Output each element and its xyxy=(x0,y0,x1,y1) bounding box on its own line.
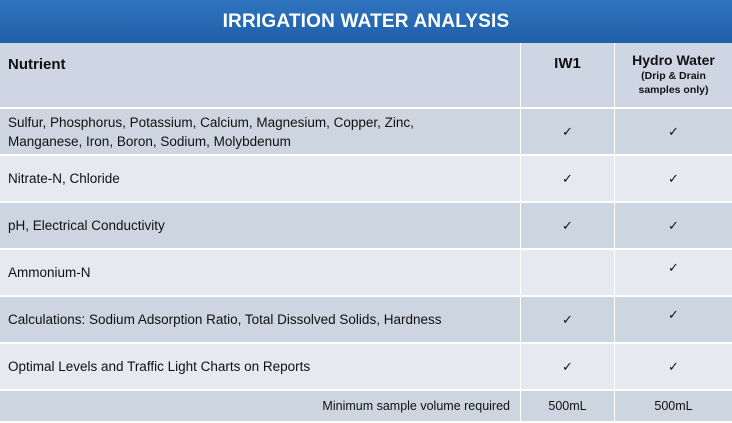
header-row: Nutrient IW1 Hydro Water (Drip & Drain s… xyxy=(0,43,732,109)
row-label: pH, Electrical Conductivity xyxy=(0,203,521,250)
row-label: Nitrate-N, Chloride xyxy=(0,156,521,203)
footer-row: Minimum sample volume required 500mL 500… xyxy=(0,391,732,423)
hydro-check: ✓ xyxy=(615,203,732,250)
header-hydro-sub1: (Drip & Drain xyxy=(641,70,706,82)
header-hydro-main: Hydro Water xyxy=(632,52,715,68)
iw1-check: ✓ xyxy=(521,203,615,250)
iw1-check: ✓ xyxy=(521,156,615,203)
hydro-check: ✓ xyxy=(615,344,732,391)
table-row: Optimal Levels and Traffic Light Charts … xyxy=(0,344,732,391)
iw1-check: ✓ xyxy=(521,109,615,156)
row-label: Sulfur, Phosphorus, Potassium, Calcium, … xyxy=(0,109,521,156)
hydro-check: ✓ xyxy=(615,297,732,344)
table-row: pH, Electrical Conductivity ✓ ✓ xyxy=(0,203,732,250)
table-row: Calculations: Sodium Adsorption Ratio, T… xyxy=(0,297,732,344)
footer-hydro-volume: 500mL xyxy=(615,391,732,423)
row-label: Ammonium-N xyxy=(0,250,521,297)
footer-iw1-volume: 500mL xyxy=(521,391,615,423)
table-row: Sulfur, Phosphorus, Potassium, Calcium, … xyxy=(0,109,732,156)
header-nutrient: Nutrient xyxy=(0,43,521,109)
iw1-check xyxy=(521,250,615,297)
hydro-check: ✓ xyxy=(615,250,732,297)
row-label: Optimal Levels and Traffic Light Charts … xyxy=(0,344,521,391)
iw1-check: ✓ xyxy=(521,344,615,391)
header-hydro-sub2: samples only) xyxy=(638,84,709,96)
hydro-check: ✓ xyxy=(615,109,732,156)
header-iw1: IW1 xyxy=(521,43,615,109)
footer-label: Minimum sample volume required xyxy=(0,391,521,423)
iw1-check: ✓ xyxy=(521,297,615,344)
row-label: Calculations: Sodium Adsorption Ratio, T… xyxy=(0,297,521,344)
table-title: IRRIGATION WATER ANALYSIS xyxy=(0,0,732,43)
table-row: Ammonium-N ✓ xyxy=(0,250,732,297)
table-row: Nitrate-N, Chloride ✓ ✓ xyxy=(0,156,732,203)
header-hydro-water: Hydro Water (Drip & Drain samples only) xyxy=(615,43,732,109)
hydro-check: ✓ xyxy=(615,156,732,203)
